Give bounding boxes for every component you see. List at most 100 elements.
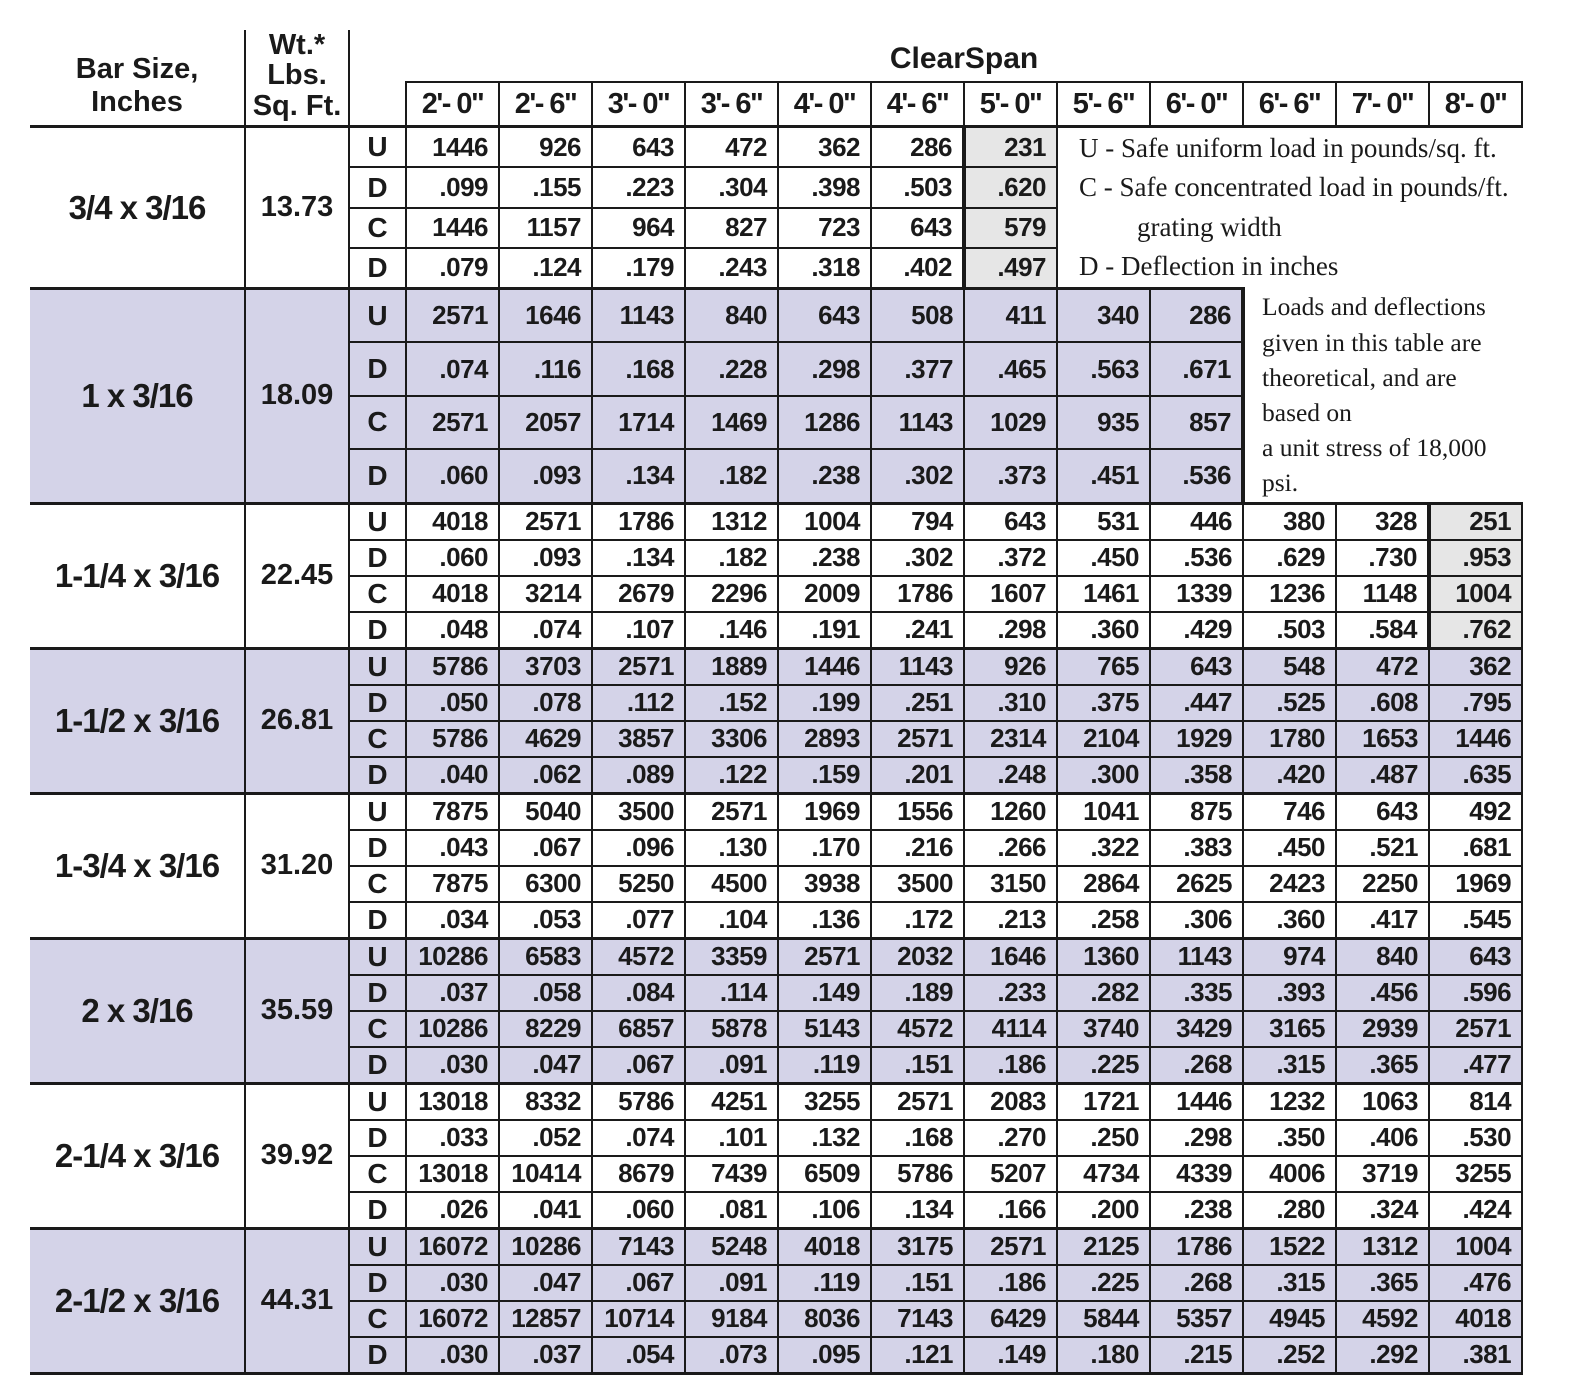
value-cell: .159 (777, 755, 871, 793)
value-cell: .047 (498, 1045, 592, 1083)
value-cell: .037 (498, 1335, 592, 1375)
value-cell: 3214 (498, 574, 592, 612)
value-cell: .107 (591, 610, 685, 648)
value-cell: 7875 (405, 791, 499, 830)
value-cell: 6509 (777, 1154, 871, 1192)
value-cell: 10286 (498, 1226, 592, 1265)
table-row: D .060.093.134.182.238.302.372.450.536.62… (30, 538, 1524, 576)
value-cell: .360 (1056, 610, 1150, 648)
weight-header-line1: Wt.* (268, 30, 326, 61)
value-cell: .060 (405, 538, 499, 576)
value-cell: .450 (1242, 828, 1336, 866)
span-header: 2'- 0" (405, 82, 499, 129)
value-cell: 1236 (1242, 574, 1336, 612)
value-cell: .292 (1335, 1335, 1429, 1375)
value-cell: 765 (1056, 646, 1150, 685)
value-cell: 1786 (1149, 1226, 1243, 1265)
row-label-cell: U (349, 125, 407, 168)
value-cell: 964 (591, 206, 685, 248)
row-label-cell: C (349, 574, 407, 612)
bar-size-group: 2-1/4 x 3/16 39.92 U 13018 8332 5786 4251 3255 2… (30, 1081, 1524, 1228)
row-label-cell: D (349, 447, 407, 503)
value-cell: 7439 (684, 1154, 778, 1192)
value-cell: .315 (1242, 1263, 1336, 1301)
value-cell: 2571 (405, 394, 499, 449)
value-cell: .030 (405, 1045, 499, 1083)
value-cell: .122 (684, 755, 778, 793)
value-cell: .456 (1335, 973, 1429, 1011)
value-cell: 1522 (1242, 1226, 1336, 1265)
value-cell: .136 (777, 900, 871, 938)
value-cell: 7875 (405, 864, 499, 902)
value-cell: 5248 (684, 1226, 778, 1265)
table-row: D .037.058.084.114.149.189.233.282.335.39… (30, 973, 1524, 1011)
value-cell: 2571 (1427, 1009, 1524, 1047)
value-cell: .620 (962, 166, 1058, 208)
value-cell: 2009 (777, 574, 871, 612)
bar-size-cell: 1 x 3/16 (30, 286, 246, 503)
value-cell: .099 (405, 166, 499, 208)
value-cell: 4339 (1149, 1154, 1243, 1192)
value-cell: .213 (963, 900, 1057, 938)
value-cell: .073 (684, 1335, 778, 1375)
value-cell: .067 (591, 1045, 685, 1083)
value-cell: 2893 (777, 719, 871, 757)
value-cell: 16072 (405, 1226, 499, 1265)
value-cell: .034 (405, 900, 499, 938)
value-cell: 1461 (1056, 574, 1150, 612)
span-header: 3'- 0" (591, 82, 685, 129)
value-cell: .149 (963, 1335, 1057, 1375)
value-cell: .081 (684, 1190, 778, 1228)
value-cell: .350 (1242, 1118, 1336, 1156)
bar-size-cell: 2-1/2 x 3/16 (30, 1226, 246, 1375)
value-cell: 7143 (870, 1299, 964, 1337)
value-cell: 3150 (963, 864, 1057, 902)
value-cell: .300 (1056, 755, 1150, 793)
clearspan-header: ClearSpan (406, 30, 1523, 84)
value-cell: .953 (1426, 538, 1524, 576)
value-cell: .795 (1427, 683, 1524, 721)
value-cell: 531 (1056, 501, 1150, 540)
value-cell: .310 (963, 683, 1057, 721)
value-cell: .477 (1427, 1045, 1524, 1083)
clearspan-load-table: Bar Size, Inches Wt.* Lbs. Sq. Ft. Clear… (30, 30, 1524, 1375)
value-cell: .215 (1149, 1335, 1243, 1375)
value-cell: 3255 (1427, 1154, 1524, 1192)
value-cell: 1721 (1056, 1081, 1150, 1120)
value-cell: 5040 (498, 791, 592, 830)
value-cell: .091 (684, 1263, 778, 1301)
value-cell: .074 (498, 610, 592, 648)
value-cell: .033 (405, 1118, 499, 1156)
bar-size-group: 1-1/4 x 3/16 22.45 U 4018 2571 1786 1312 1004 79… (30, 501, 1524, 648)
value-cell: .182 (684, 538, 778, 576)
table-row: 1-1/2 x 3/16 26.81 U 5786 3703 2571 1889 1446 11… (30, 646, 1524, 793)
value-cell: 2679 (591, 574, 685, 612)
value-cell: 926 (498, 125, 592, 168)
value-cell: .048 (405, 610, 499, 648)
value-cell: .114 (684, 973, 778, 1011)
bar-size-group: 3/4 x 3/16 13.73 U 1446 926 643 472 362 286 231 U … (30, 125, 1523, 289)
value-cell: 3359 (684, 936, 778, 975)
value-cell: 286 (870, 125, 964, 168)
span-header: 8'- 0" (1427, 82, 1524, 129)
value-cell: 362 (1427, 646, 1524, 685)
value-cell: .298 (1149, 1118, 1243, 1156)
value-cell: 723 (777, 206, 871, 248)
value-cell: 4018 (405, 501, 499, 540)
value-cell: 2571 (777, 936, 871, 975)
value-cell: 472 (1335, 646, 1429, 685)
value-cell: 2571 (684, 791, 778, 830)
value-cell: .536 (1149, 538, 1243, 576)
value-cell: 1312 (684, 501, 778, 540)
note-text: Loads and deflections given in this tabl… (1262, 292, 1487, 498)
value-cell: .762 (1426, 610, 1524, 648)
legend-line: C - Safe concentrated load in pounds/ft. (1079, 172, 1509, 203)
value-cell: .406 (1335, 1118, 1429, 1156)
value-cell: 4945 (1242, 1299, 1336, 1337)
value-cell: 3165 (1242, 1009, 1336, 1047)
row-label-cell: U (349, 1081, 407, 1120)
value-cell: 1004 (1426, 574, 1524, 612)
value-cell: .093 (498, 447, 592, 503)
bar-size-cell: 3/4 x 3/16 (30, 125, 246, 289)
span-header: 7'- 0" (1335, 82, 1429, 129)
